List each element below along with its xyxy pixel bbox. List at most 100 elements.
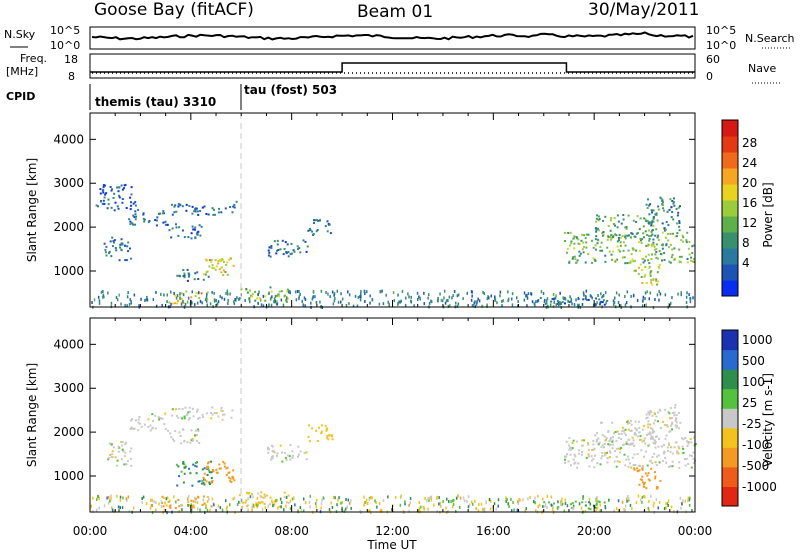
data-cell [167,496,169,500]
data-cell [648,479,651,482]
data-cell [308,424,310,427]
data-cell [578,502,581,506]
data-cell [662,207,665,210]
data-cell [646,207,649,209]
data-cell [201,416,204,418]
data-cell [671,452,674,455]
data-cell [570,464,572,467]
data-cell [251,293,254,296]
data-cell [649,203,652,206]
data-cell [677,292,679,296]
data-cell [271,457,274,460]
data-cell [602,219,605,222]
data-cell [246,505,249,508]
data-cell [286,290,289,293]
data-cell [313,219,316,222]
data-cell [651,414,654,417]
data-cell [516,296,518,300]
data-cell [605,438,608,441]
data-cell [178,475,181,478]
data-cell [657,239,660,241]
data-cell [99,200,102,203]
data-cell [181,229,184,232]
data-cell [614,224,616,227]
data-cell [222,274,225,277]
data-cell [210,417,213,420]
data-cell [257,503,259,507]
data-cell [202,495,205,498]
data-cell [644,442,647,445]
data-cell [623,508,625,511]
data-cell [97,295,100,299]
nsky-label: N.Sky [4,28,36,41]
data-cell [511,303,514,307]
data-cell [163,293,165,297]
data-cell [451,499,454,503]
data-cell [197,480,200,483]
data-cell [649,427,652,430]
data-cell [194,497,197,500]
data-cell [341,506,343,510]
data-cell [664,293,667,297]
data-cell [113,209,116,212]
colorbar-tick-label: 25 [742,396,757,410]
data-cell [641,495,644,499]
data-cell [113,239,116,242]
data-cell [607,431,610,433]
data-cell [590,294,592,298]
data-cell [687,247,690,250]
data-cell [605,437,608,440]
data-cell [564,297,567,301]
data-cell [549,503,552,506]
data-cell [630,253,633,256]
data-cell [685,457,688,460]
data-cell [322,496,325,500]
data-cell [645,450,647,453]
data-cell [124,443,127,445]
data-cell [209,508,211,512]
data-cell [609,436,612,439]
data-cell [260,303,263,307]
data-cell [652,441,655,444]
data-cell [613,460,616,463]
data-cell [671,296,673,300]
data-cell [559,300,561,304]
data-cell [348,302,350,306]
data-cell [669,407,672,410]
data-cell [417,298,419,301]
data-cell [171,213,174,216]
data-cell [197,507,199,511]
data-cell [654,213,657,216]
nsky-frame [89,26,696,50]
data-cell [216,302,219,306]
data-cell [602,294,605,297]
data-cell [457,302,460,306]
data-cell [636,467,638,470]
data-cell [151,511,154,515]
data-cell [162,497,165,499]
data-cell [200,225,203,228]
data-cell [120,458,123,461]
data-cell [654,441,657,443]
data-cell [120,238,123,241]
data-cell [612,223,615,225]
x-tick-label: 12:00 [375,524,410,538]
data-cell [249,289,251,292]
data-cell [446,497,448,501]
data-cell [686,444,689,447]
data-cell [116,494,118,498]
data-cell [184,465,187,468]
data-cell [252,506,255,508]
data-cell [614,259,617,262]
data-cell [513,508,515,512]
data-cell [565,251,568,254]
data-cell [624,235,627,238]
data-cell [577,296,579,300]
data-cell [678,427,680,430]
data-cell [681,240,684,243]
data-cell [282,253,285,256]
nsearch-tick-top: 10^5 [706,24,736,37]
data-cell [295,298,298,302]
data-cell [429,496,431,500]
data-cell [399,300,401,304]
